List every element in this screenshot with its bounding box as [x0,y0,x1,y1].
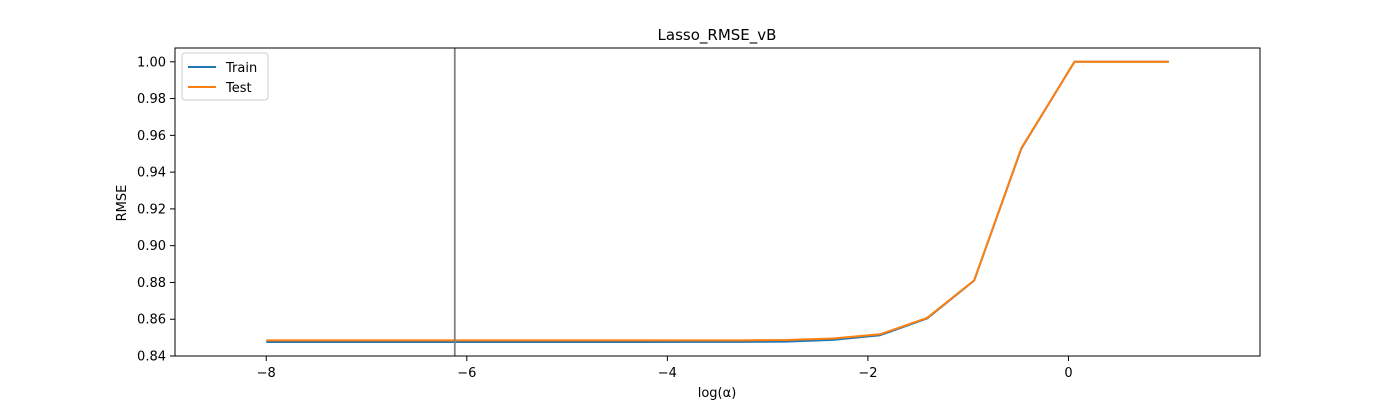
y-axis-ticks: 0.84 0.86 0.88 0.90 0.92 0.94 0.96 0.98 1.00 [137,55,175,365]
series-layer [266,60,1169,344]
x-tick-label: −8 [257,366,276,381]
y-tick-label: 0.86 [137,313,166,328]
y-axis-label: RMSE [115,185,130,222]
plot-frame [174,47,1261,357]
series-line-test [266,60,1169,342]
y-tick-label: 0.88 [137,276,166,291]
legend: Train Test [181,52,269,101]
legend-label-train: Train [225,61,257,76]
y-tick-label: 1.00 [137,55,166,70]
y-tick-label: 0.92 [137,202,166,217]
y-tick-label: 0.94 [137,166,166,181]
x-tick-label: 0 [1064,366,1072,381]
x-axis-label: log(α) [698,386,737,400]
y-tick-label: 0.90 [137,239,166,254]
x-axis-ticks: −8 −6 −4 −2 0 [257,356,1073,381]
legend-box [181,52,269,101]
legend-label-test: Test [225,81,252,96]
x-tick-label: −2 [858,366,877,381]
y-tick-label: 0.98 [137,92,166,107]
y-tick-label: 0.84 [137,350,166,365]
x-tick-label: −4 [658,366,677,381]
chart-title: Lasso_RMSE_vB [658,26,777,45]
y-tick-label: 0.96 [137,129,166,144]
x-tick-label: −6 [457,366,476,381]
plot-area [175,48,1260,356]
